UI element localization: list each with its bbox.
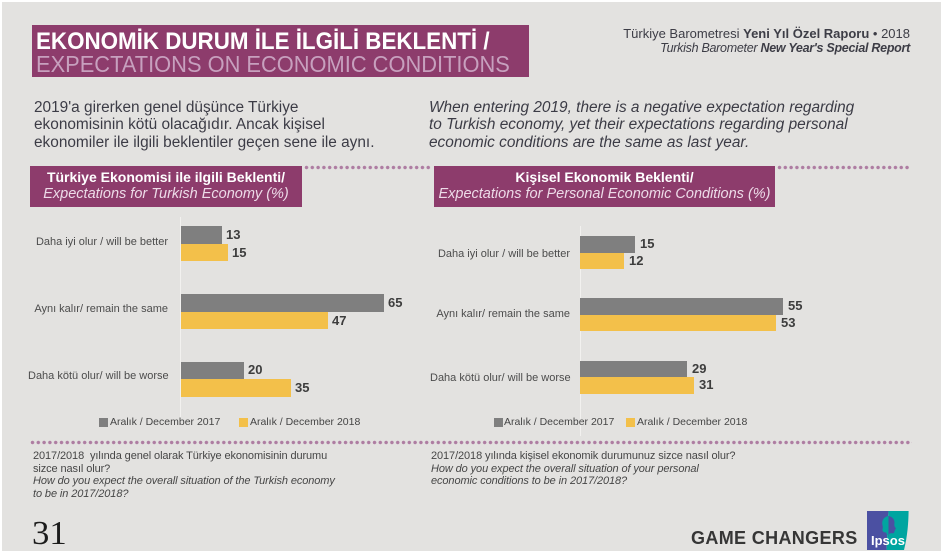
svg-text:Ipsos: Ipsos [871, 533, 905, 548]
